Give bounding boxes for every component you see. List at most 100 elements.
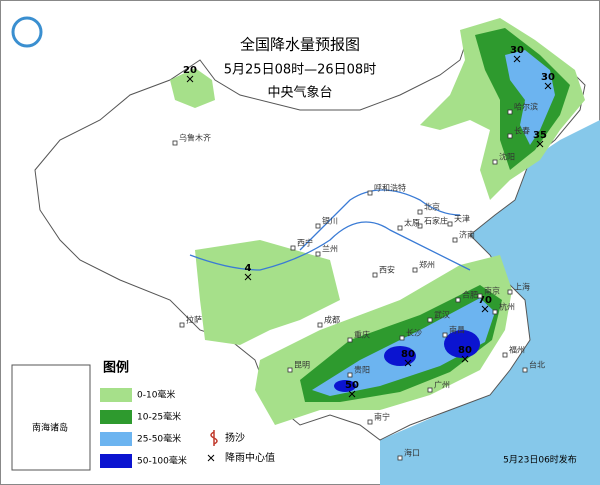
city-label: 乌鲁木齐	[179, 133, 211, 143]
center-marker	[481, 305, 489, 313]
center-value: 80	[401, 349, 415, 360]
legend-swatch	[100, 388, 132, 402]
city-dot	[492, 309, 498, 315]
city-dot	[455, 297, 461, 303]
city-label: 天津	[454, 214, 470, 224]
center-value: 30	[541, 72, 555, 83]
city-label: 石家庄	[424, 216, 448, 226]
city-dot	[347, 337, 353, 343]
city-label: 福州	[509, 346, 525, 355]
inset-label: 南海诸岛	[32, 422, 68, 434]
city-label: 呼和浩特	[374, 183, 406, 193]
city-dot	[507, 109, 513, 115]
center-marker	[536, 140, 544, 148]
rain-0-10	[170, 68, 215, 108]
city-label: 长春	[514, 126, 530, 136]
city-label: 南昌	[449, 325, 465, 335]
legend-swatch	[100, 410, 132, 424]
city-dot	[507, 133, 513, 139]
legend-swatch	[100, 454, 132, 468]
rain-25-50	[505, 50, 555, 145]
city-dot	[412, 267, 418, 273]
period: 5月25日08时—26日08时	[224, 63, 376, 78]
legend-label: 10-25毫米	[137, 411, 181, 423]
legend-title: 图例	[103, 360, 129, 376]
city-dot	[442, 332, 448, 338]
sand-icon	[210, 430, 218, 446]
center-value: 30	[510, 45, 524, 56]
rain-0-10	[195, 240, 340, 345]
city-dot	[417, 223, 423, 229]
city-label: 西安	[379, 265, 395, 275]
legend-swatch	[100, 432, 132, 446]
city-label: 银川	[322, 216, 338, 226]
city-label: 重庆	[354, 330, 370, 340]
inset-box	[11, 364, 91, 471]
city-dot	[399, 335, 405, 341]
city-dot	[317, 322, 323, 328]
city-label: 上海	[514, 282, 530, 292]
city-dot	[367, 419, 373, 425]
city-dot	[427, 387, 433, 393]
city-dot	[427, 317, 433, 323]
city-label: 兰州	[322, 244, 338, 254]
center-marker	[244, 273, 252, 281]
center-value: 70	[478, 295, 492, 306]
city-label: 哈尔滨	[514, 102, 538, 112]
city-dot	[347, 372, 353, 378]
legend-symbol-label: 降雨中心值	[225, 451, 275, 464]
rain-10-25	[475, 28, 570, 170]
city-dot	[452, 237, 458, 243]
city-dot	[315, 251, 321, 257]
center-value: 80	[458, 345, 472, 356]
city-label: 成都	[324, 315, 340, 325]
center-icon	[207, 454, 215, 462]
center-marker	[186, 75, 194, 83]
city-label: 南京	[484, 286, 500, 296]
city-dot	[315, 223, 321, 229]
city-label: 海口	[404, 448, 420, 458]
center-marker	[461, 355, 469, 363]
city-label: 合肥	[462, 290, 478, 300]
agency: 中央气象台	[267, 85, 332, 101]
rain-50-100	[334, 380, 356, 392]
river	[299, 189, 461, 251]
legend-label: 25-50毫米	[137, 433, 181, 445]
city-label: 沈阳	[499, 152, 515, 162]
city-dot	[397, 455, 403, 461]
issue-time: 5月23日06时发布	[503, 454, 577, 466]
city-dot	[367, 190, 373, 196]
city-label: 济南	[459, 230, 475, 240]
center-marker	[404, 359, 412, 367]
city-label: 拉萨	[186, 315, 202, 325]
city-label: 南宁	[374, 412, 390, 422]
city-label: 北京	[424, 202, 440, 212]
city-dot	[477, 293, 483, 299]
city-dot	[502, 352, 508, 358]
city-label: 太原	[404, 218, 420, 228]
sea	[380, 120, 600, 485]
center-value: 50	[345, 380, 359, 391]
city-dot	[522, 367, 528, 373]
logo	[11, 16, 43, 48]
center-marker	[513, 55, 521, 63]
city-dot	[372, 272, 378, 278]
city-dot	[507, 289, 513, 295]
city-dot	[179, 322, 185, 328]
title: 全国降水量预报图	[240, 36, 360, 54]
city-label: 西宁	[297, 238, 313, 248]
city-label: 杭州	[499, 302, 515, 312]
city-dot	[287, 367, 293, 373]
rain-50-100	[384, 346, 416, 366]
legend-label: 0-10毫米	[137, 389, 175, 401]
city-label: 昆明	[294, 361, 310, 370]
center-value: 4	[245, 263, 252, 274]
city-label: 长沙	[406, 328, 422, 338]
center-marker	[348, 390, 356, 398]
city-dot	[447, 221, 453, 227]
city-label: 郑州	[419, 260, 435, 270]
precipitation	[170, 18, 585, 425]
city-label: 贵阳	[354, 365, 370, 375]
river	[189, 221, 471, 271]
